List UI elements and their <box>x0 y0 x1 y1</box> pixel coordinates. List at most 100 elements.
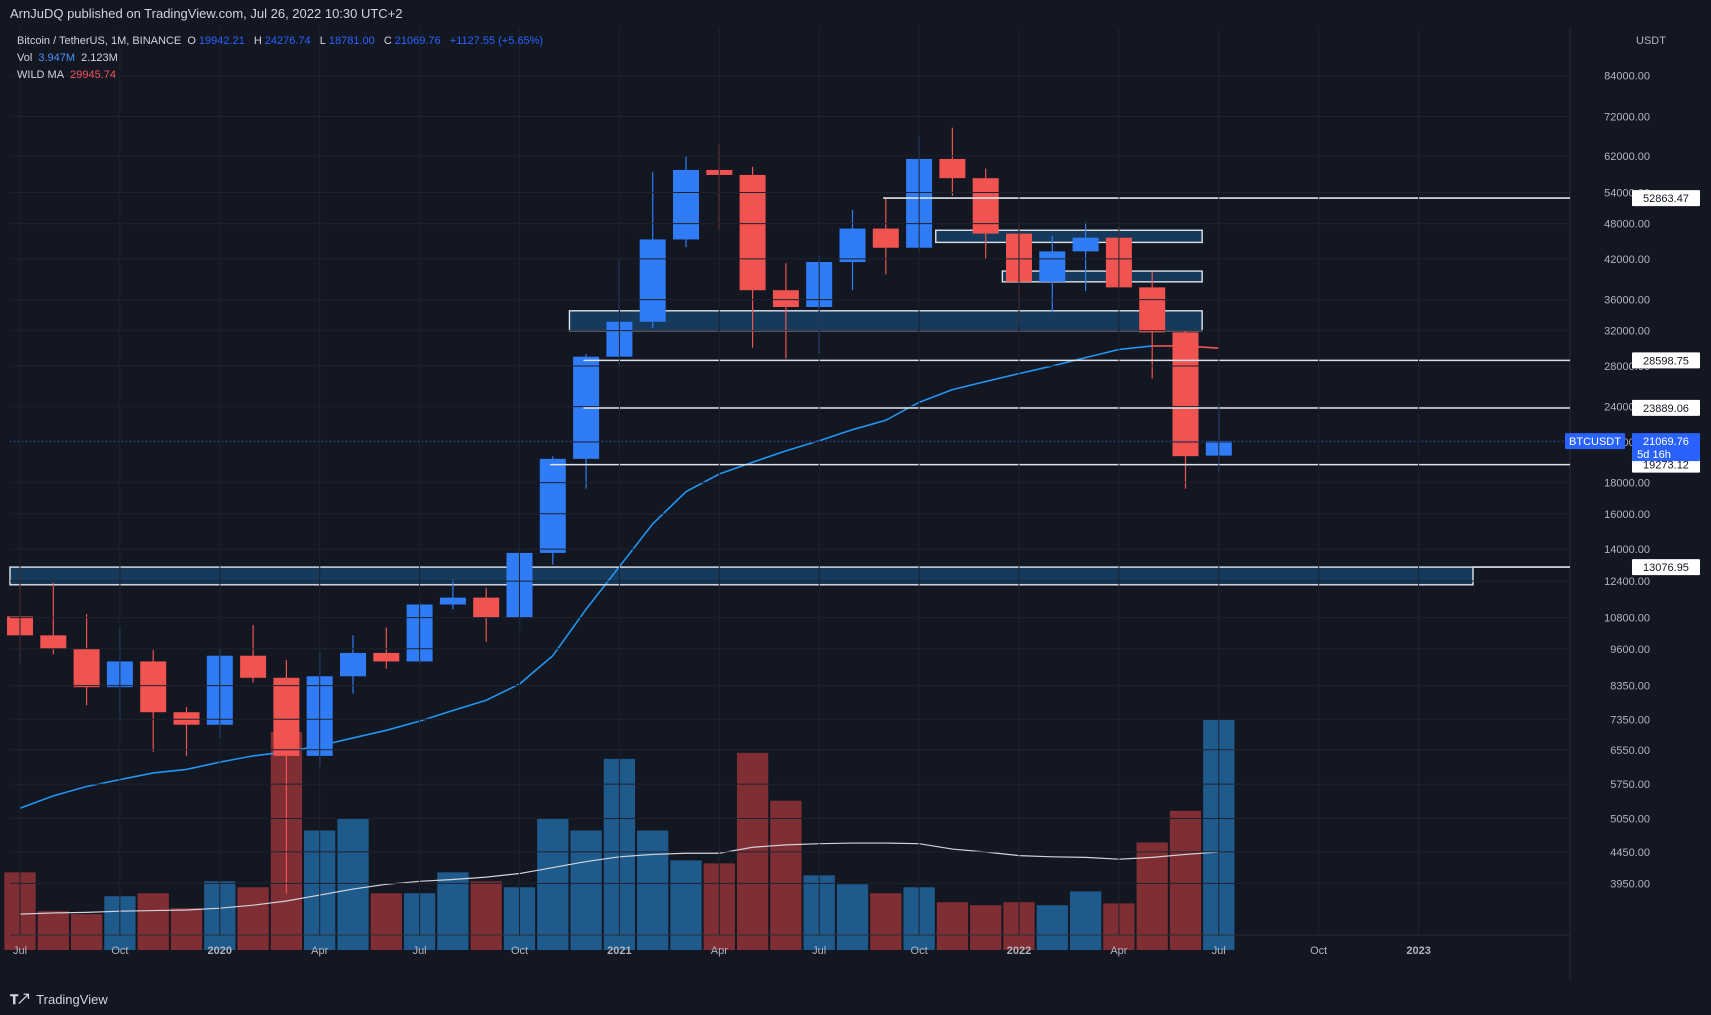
candle-body <box>140 661 167 713</box>
volume-bar <box>1136 842 1168 950</box>
volume-bar <box>37 911 69 950</box>
ma-label[interactable]: WILD MA <box>17 69 65 81</box>
price-tick-label: 6550.00 <box>1610 745 1650 757</box>
volume-bar <box>470 881 502 950</box>
time-tick-label: 2022 <box>1007 945 1031 957</box>
volume-bar <box>1069 891 1102 950</box>
change-value: +1127.55 (+5.65%) <box>449 35 544 47</box>
price-tick-label: 12400.00 <box>1604 576 1650 588</box>
volume-label[interactable]: Vol <box>17 52 33 64</box>
tradingview-logo-icon[interactable]: 𝐓↗ <box>10 992 29 1007</box>
candle-body <box>539 458 566 553</box>
price-tick-label: 8350.00 <box>1610 681 1650 693</box>
low-label: L <box>319 35 326 47</box>
price-axis[interactable]: 84000.0072000.0062000.0054000.0048000.00… <box>10 71 1650 891</box>
zone-rect <box>935 229 1203 244</box>
volume-bar <box>370 893 402 950</box>
volume-bar <box>770 800 802 950</box>
price-tick-label: 14000.00 <box>1604 544 1650 556</box>
time-tick-label: Apr <box>311 945 328 957</box>
level-price-tag-bg <box>1632 190 1700 207</box>
zone-rect <box>9 566 1474 586</box>
candle-body <box>739 174 766 291</box>
volume-bar <box>1036 905 1068 950</box>
time-tick-label: 2021 <box>607 945 631 957</box>
price-tick-label: 72000.00 <box>1604 111 1650 123</box>
currency-label: USDT <box>1636 35 1666 47</box>
symbol-name[interactable]: Bitcoin / TetherUS, 1M, BINANCE <box>17 35 182 47</box>
support-resistance-zones <box>9 229 1474 586</box>
volume-bar <box>437 872 469 950</box>
volume-bar <box>70 914 103 950</box>
time-tick-label: Jul <box>812 945 826 957</box>
volume-bar <box>936 902 969 950</box>
candle-body <box>639 239 666 322</box>
publisher-header: ArnJuDQ published on TradingView.com, Ju… <box>0 0 1711 28</box>
candle-body <box>1039 251 1066 282</box>
volume-bar <box>836 884 869 950</box>
candle-body <box>872 228 899 248</box>
open-label: O <box>187 35 196 47</box>
price-chart[interactable]: USDT 84000.0072000.0062000.0054000.00480… <box>0 0 1711 985</box>
volume-bars <box>4 720 1235 950</box>
volume-ma-value: 2.123M <box>81 52 118 64</box>
time-tick-label: Oct <box>511 945 528 957</box>
volume-bar <box>970 905 1002 950</box>
price-tags: 52863.47 28598.75 23889.06 19273.12 13076.95… <box>1565 190 1700 576</box>
high-value: 24276.74 <box>264 35 311 47</box>
time-axis[interactable]: Jul Oct 2020 Apr Jul Oct 2021 Apr Jul Oct 2022 Apr J… <box>10 28 1570 957</box>
price-tick-label: 62000.00 <box>1604 151 1650 163</box>
low-value: 18781.00 <box>328 35 375 47</box>
candle-body <box>1172 332 1199 457</box>
zone-rect <box>1001 270 1203 283</box>
candle-body <box>972 178 999 234</box>
price-tick-label: 48000.00 <box>1604 219 1650 231</box>
time-tick-label: 2020 <box>208 945 232 957</box>
volume-value: 3.947M <box>38 52 76 64</box>
volume-bar <box>137 893 169 950</box>
candle-body <box>173 712 200 725</box>
close-value: 21069.76 <box>394 35 441 47</box>
time-tick-label: Oct <box>111 945 128 957</box>
ma-value: 29945.74 <box>70 69 117 81</box>
time-tick-label: Jul <box>413 945 427 957</box>
time-tick-label: Jul <box>1212 945 1226 957</box>
last-price-tag-countdown: 5d 16h <box>1637 449 1671 461</box>
ma-legend: WILD MA 29945.74 <box>17 67 119 83</box>
candle-body <box>839 228 866 263</box>
price-tick-label: 84000.00 <box>1604 71 1650 83</box>
volume-bar <box>170 908 203 950</box>
volume-bar <box>537 818 569 950</box>
candle-body <box>673 169 699 240</box>
candle-body <box>40 635 67 649</box>
price-tick-label: 16000.00 <box>1604 509 1650 521</box>
price-tick-label: 3950.00 <box>1610 878 1650 890</box>
candle-body <box>772 290 799 308</box>
candle-body <box>473 597 500 618</box>
price-tick-label: 42000.00 <box>1604 254 1650 266</box>
candle-body <box>373 652 400 662</box>
price-tick-label: 36000.00 <box>1604 295 1650 307</box>
volume-bar <box>570 830 602 950</box>
last-price-tag-bg <box>1632 433 1700 462</box>
symbol-legend: Bitcoin / TetherUS, 1M, BINANCE O 19942.2… <box>17 33 546 49</box>
brand-name[interactable]: TradingView <box>36 992 108 1007</box>
level-price-tag: 23889.06 <box>1643 403 1689 415</box>
candle-body <box>73 648 100 688</box>
price-tick-label: 9600.00 <box>1610 644 1650 656</box>
volume-bar <box>637 830 669 950</box>
candle-body <box>1072 237 1099 252</box>
level-price-tag: 28598.75 <box>1643 355 1689 367</box>
time-tick-label: Apr <box>1110 945 1127 957</box>
footer-bar: 𝐓↗ TradingView <box>0 985 1711 1015</box>
zone-price-tag: 13076.95 <box>1643 562 1689 574</box>
symbol-badge-bg <box>1565 433 1625 450</box>
open-value: 19942.21 <box>198 35 245 47</box>
level-price-tag-bg <box>1632 399 1700 416</box>
symbol-badge: BTCUSDT <box>1569 436 1621 448</box>
price-tick-label: 4450.00 <box>1610 847 1650 859</box>
volume-bar <box>1169 810 1202 950</box>
volume-bar <box>237 887 269 950</box>
time-tick-label: Oct <box>1310 945 1327 957</box>
volume-legend: Vol 3.947M 2.123M <box>17 50 121 66</box>
